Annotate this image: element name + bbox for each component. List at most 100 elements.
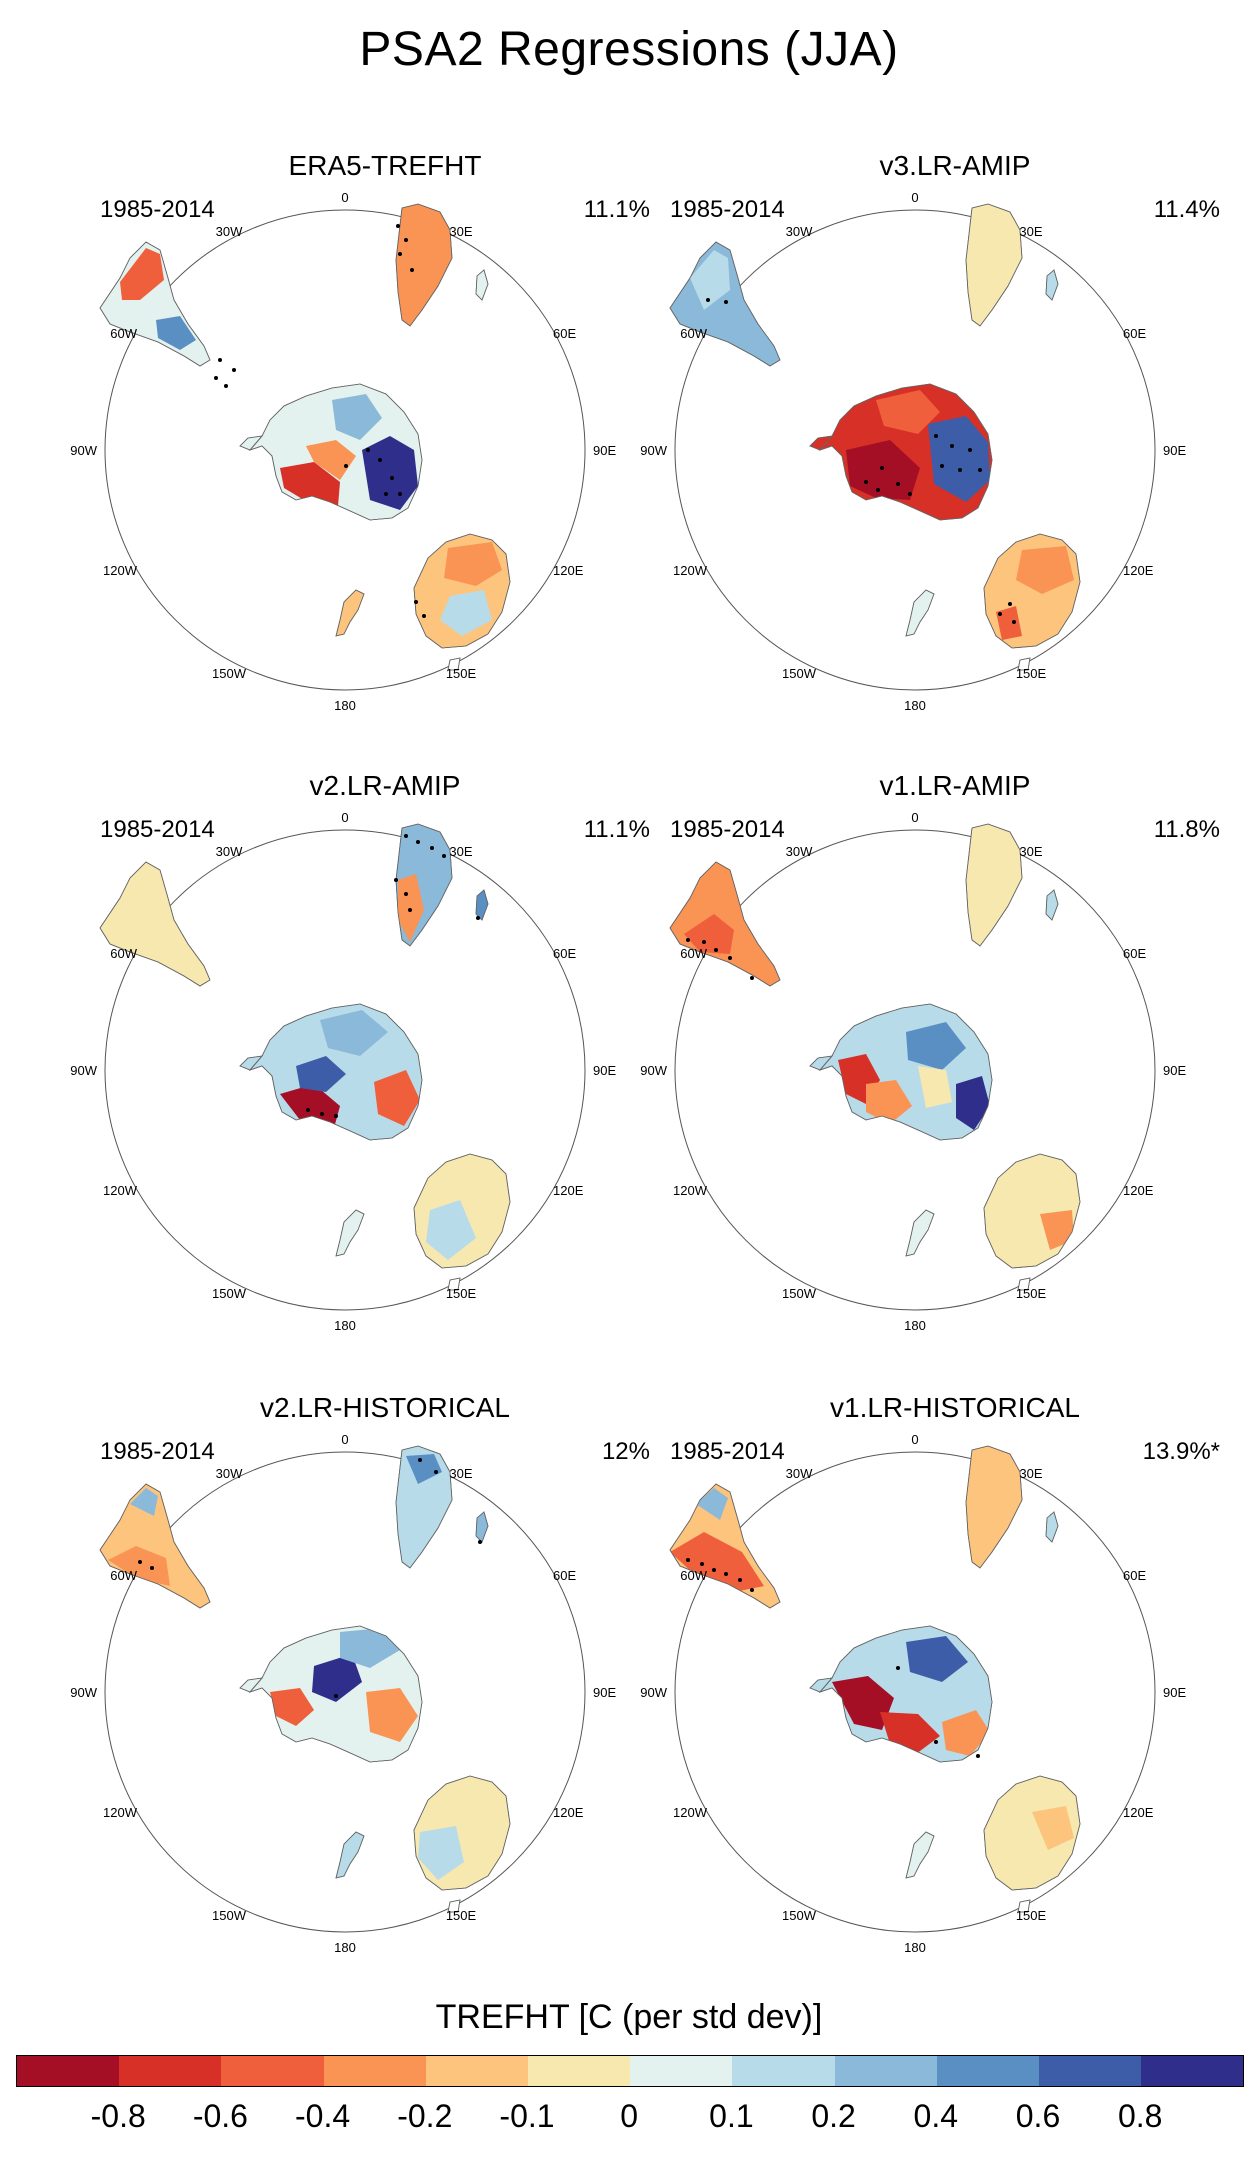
coastline (475, 269, 489, 301)
longitude-label: 150W (212, 1908, 247, 1923)
significance-dot (876, 488, 880, 492)
colorbar-swatch (834, 2056, 937, 2086)
coastline (818, 383, 993, 521)
colorbar-swatch (1038, 2056, 1142, 2086)
significance-dot (434, 1470, 438, 1474)
longitude-label: 0 (911, 810, 918, 825)
significance-dot (138, 1560, 142, 1564)
significance-dot (410, 268, 414, 272)
longitude-label: 60W (110, 946, 137, 961)
longitude-label: 180 (334, 1940, 356, 1955)
anomaly-patch (320, 1010, 388, 1056)
longitude-label: 60E (1123, 1568, 1146, 1583)
significance-dot (398, 252, 402, 256)
longitude-label: 90E (1163, 443, 1186, 458)
coastline (965, 823, 1023, 947)
coastline (99, 1483, 211, 1609)
longitude-label: 90W (70, 443, 97, 458)
significance-dot (232, 368, 236, 372)
coastline (669, 1483, 781, 1609)
anomaly-patch (280, 462, 340, 506)
longitude-label: 0 (341, 1432, 348, 1447)
longitude-label: 180 (904, 1318, 926, 1333)
colorbar-swatch (119, 2056, 222, 2086)
panel-title: v3.LR-AMIP (879, 150, 1031, 181)
significance-dot (306, 1108, 310, 1112)
panel-title: ERA5-TREFHT (288, 150, 482, 181)
longitude-label: 90E (593, 1063, 616, 1078)
significance-dot (864, 480, 868, 484)
colorbar-swatch (630, 2056, 733, 2086)
significance-dot (700, 1562, 704, 1566)
longitude-label: 120E (553, 1805, 584, 1820)
colorbar-tick-label: -0.6 (192, 2098, 248, 2134)
panel-title: v1.LR-HISTORICAL (830, 1392, 1080, 1423)
colorbar-swatch (221, 2056, 324, 2086)
coastline (983, 1775, 1081, 1891)
longitude-label: 90E (1163, 1685, 1186, 1700)
longitude-label: 150E (446, 666, 477, 681)
coastline (1045, 269, 1059, 301)
significance-dot (344, 464, 348, 468)
significance-dot (224, 384, 228, 388)
significance-dot (686, 1558, 690, 1562)
anomaly-patch (312, 1654, 362, 1702)
coastline (809, 1055, 833, 1071)
longitude-label: 120W (673, 1183, 708, 1198)
panel-period: 1985-2014 (100, 816, 215, 843)
significance-dot (416, 840, 420, 844)
significance-dot (442, 854, 446, 858)
colorbar-swatch (323, 2056, 426, 2086)
longitude-label: 180 (904, 698, 926, 713)
longitude-label: 60W (110, 1568, 137, 1583)
longitude-label: 150E (446, 1908, 477, 1923)
coastline (99, 241, 211, 367)
significance-dot (418, 1458, 422, 1462)
longitude-label: 120E (553, 1183, 584, 1198)
significance-dot (750, 1588, 754, 1592)
longitude-label: 0 (341, 190, 348, 205)
colorbar-title: TREFHT [C (per std dev)] (435, 1998, 823, 2036)
anomaly-patch (942, 1710, 990, 1756)
coastline (1017, 1277, 1031, 1291)
coastline (809, 1677, 833, 1693)
colorbar-swatch (527, 2056, 631, 2086)
longitude-label: 30W (216, 844, 243, 859)
map-panel: 0 30E 60E 90E 120E 150E 180 150W 120W 90W 60W 30W v1… (640, 1392, 1240, 1992)
coastline (248, 1003, 423, 1141)
longitude-label: 0 (341, 810, 348, 825)
colorbar-swatch (425, 2056, 528, 2086)
longitude-label: 120W (103, 1805, 138, 1820)
longitude-label: 120W (103, 563, 138, 578)
longitude-label: 150W (212, 1286, 247, 1301)
panel-title: v1.LR-AMIP (879, 770, 1031, 801)
significance-dot (714, 948, 718, 952)
longitude-label: 180 (334, 698, 356, 713)
longitude-label: 150E (1016, 1908, 1047, 1923)
longitude-label: 180 (904, 1940, 926, 1955)
longitude-label: 90E (1163, 1063, 1186, 1078)
longitude-label: 90W (70, 1685, 97, 1700)
colorbar-tick-label: 0.2 (811, 2098, 856, 2134)
anomaly-patch (120, 248, 164, 300)
anomaly-patch (340, 1628, 400, 1668)
significance-dot (366, 448, 370, 452)
significance-dot (408, 908, 412, 912)
significance-dot (398, 492, 402, 496)
significance-dot (738, 1578, 742, 1582)
longitude-label: 60W (110, 326, 137, 341)
significance-dot (968, 448, 972, 452)
longitude-label: 120W (673, 1805, 708, 1820)
significance-dot (724, 300, 728, 304)
panel-period: 1985-2014 (670, 816, 785, 843)
significance-dot (334, 1694, 338, 1698)
anomaly-patch (876, 390, 940, 434)
significance-dot (404, 238, 408, 242)
significance-dot (998, 612, 1002, 616)
coastline (335, 1209, 365, 1257)
coastline (1045, 1511, 1059, 1543)
polar-map: 0 30E 60E 90E 120E 150E 180 150W 120W 90W 60W 30W (70, 190, 616, 713)
panel-variance-explained: 11.1% (583, 816, 650, 843)
significance-dot (896, 482, 900, 486)
longitude-label: 30E (449, 844, 472, 859)
